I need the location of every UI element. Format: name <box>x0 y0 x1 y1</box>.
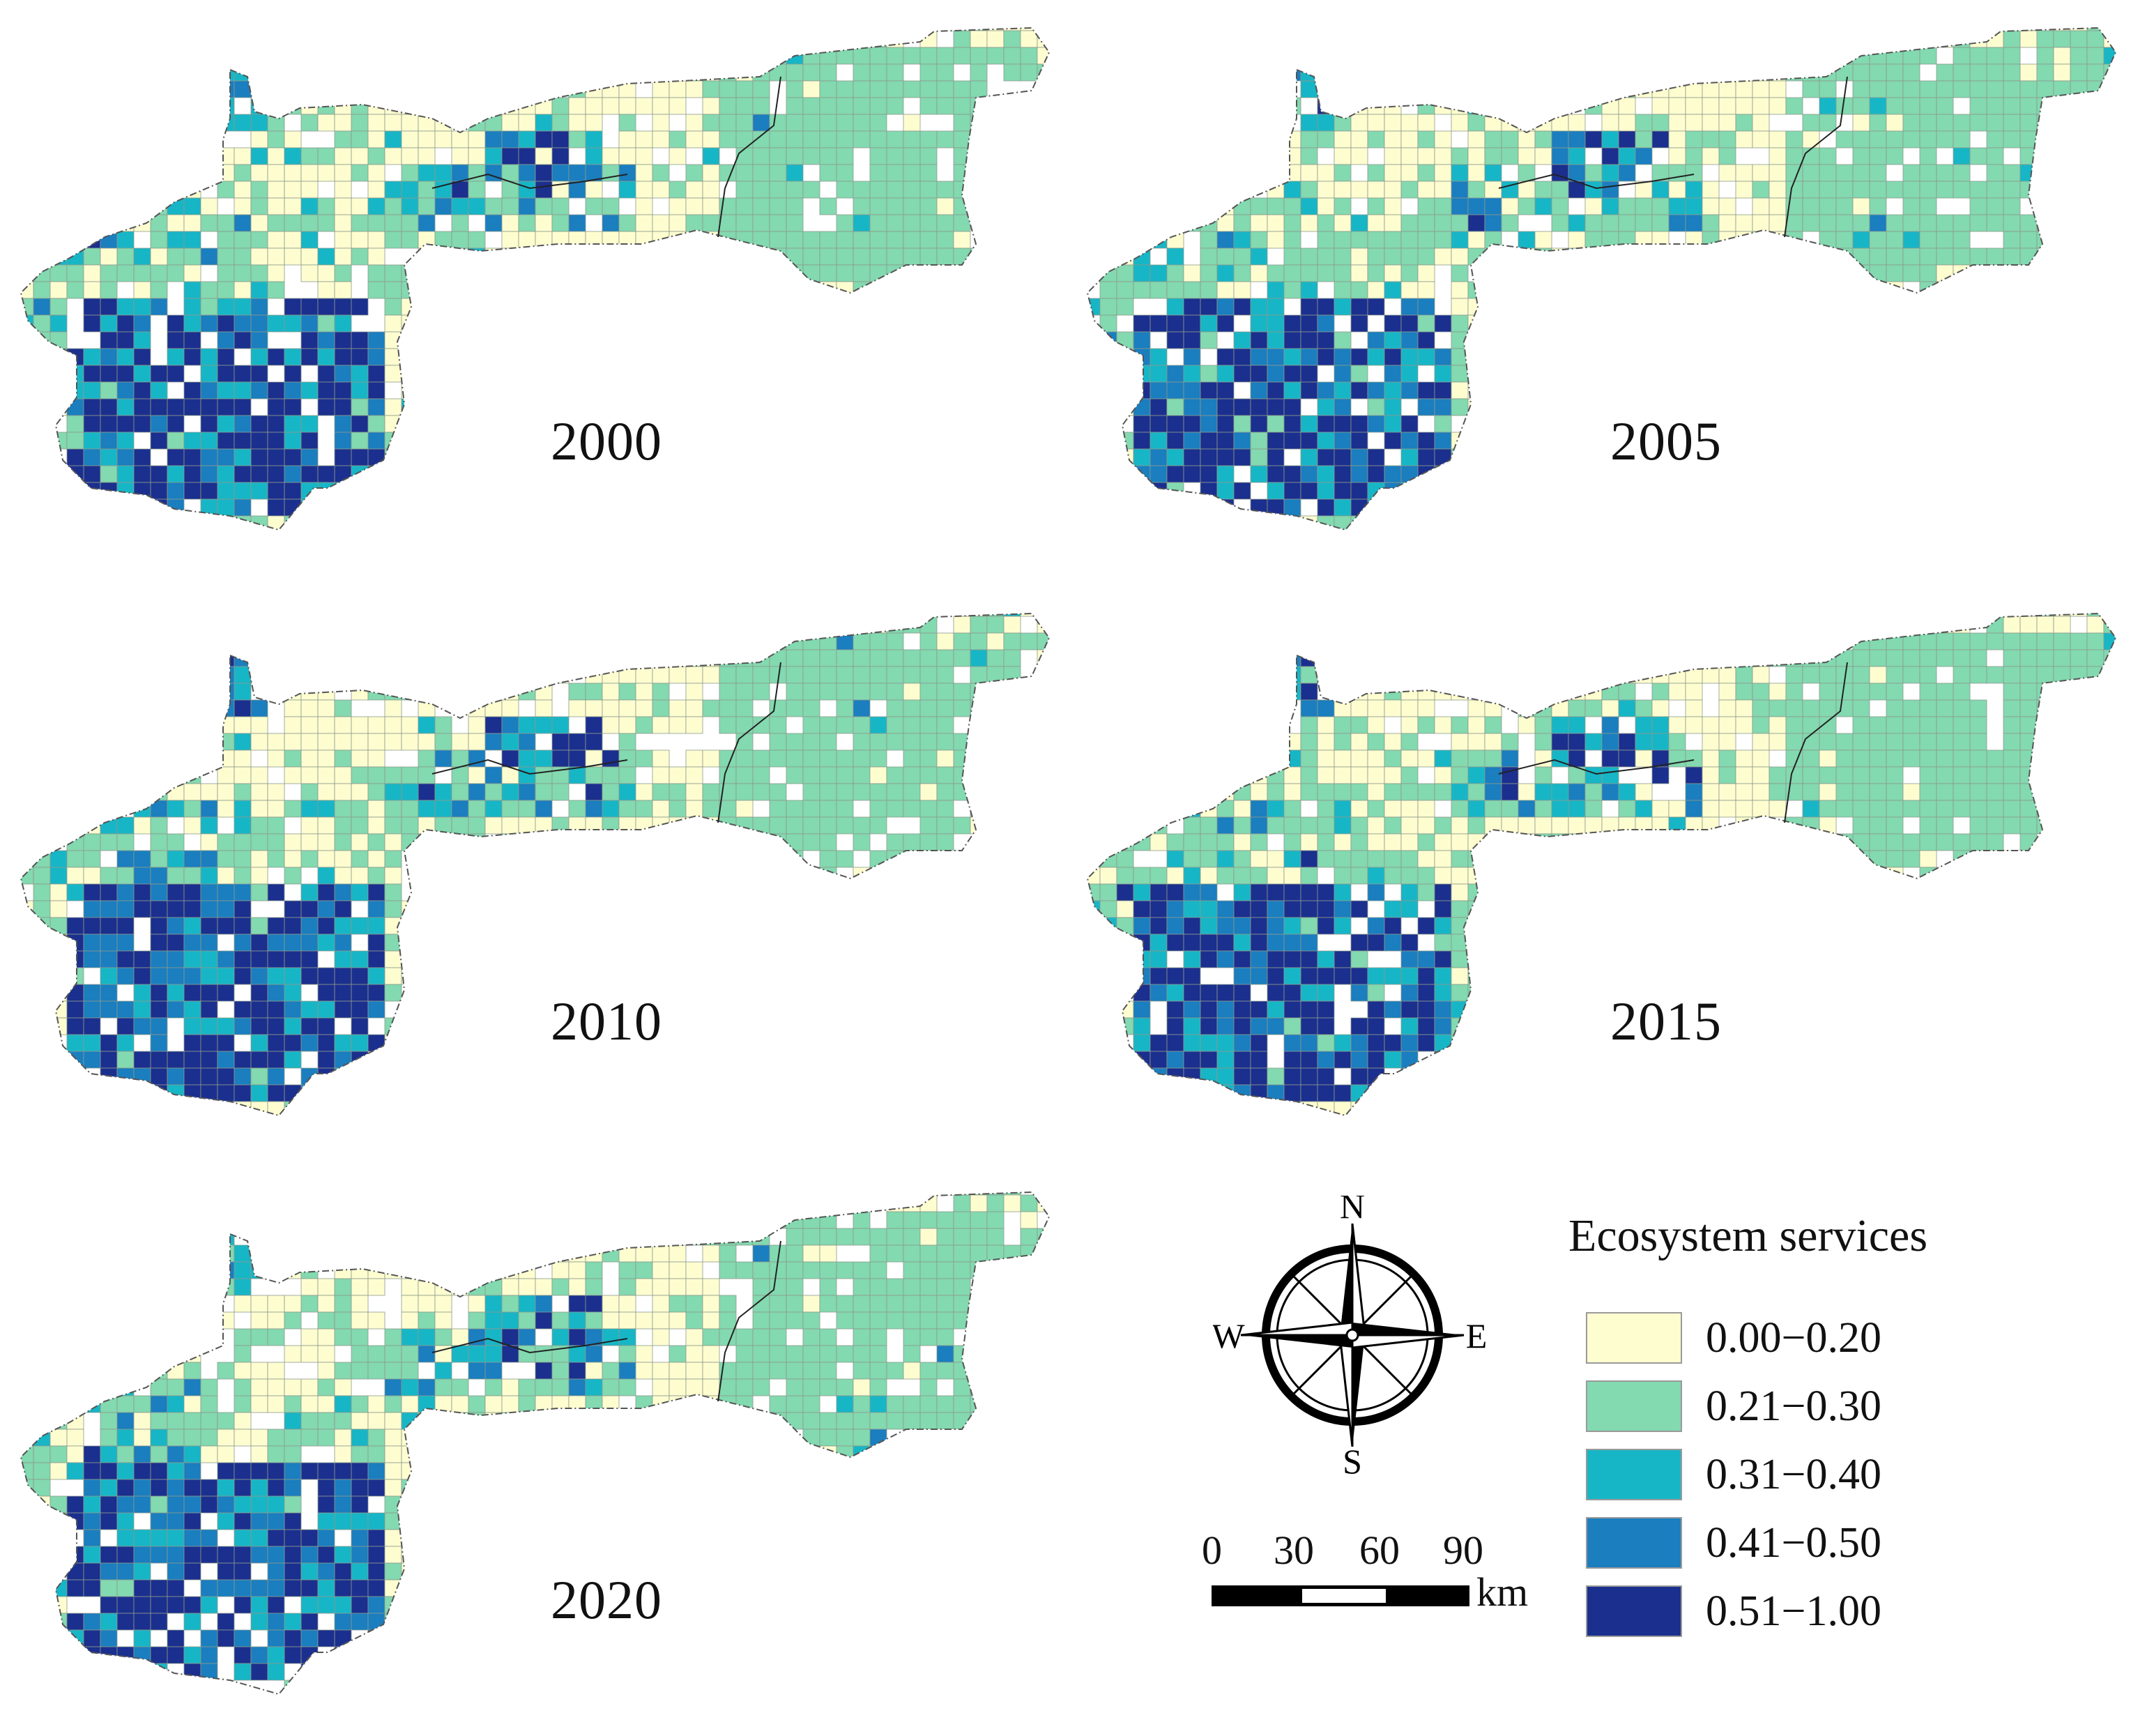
region-map <box>0 1178 1060 1736</box>
legend-swatch <box>1586 1517 1682 1569</box>
scale-tick: 60 <box>1359 1527 1400 1574</box>
region-map <box>0 14 1060 572</box>
scale-tick: 90 <box>1443 1527 1483 1574</box>
legend-title: Ecosystem services <box>1568 1210 1927 1263</box>
legend-label: 0.31−0.40 <box>1706 1449 1881 1500</box>
north-arrow: N S W E <box>1213 1196 1492 1475</box>
legend-swatch <box>1586 1585 1682 1637</box>
scale-tick: 0 <box>1202 1527 1222 1574</box>
scale-bar-graphic <box>1212 1585 1469 1606</box>
map-panel-2020: 2020 <box>0 1178 1060 1736</box>
legend-swatch <box>1586 1380 1682 1432</box>
map-panel-2005: 2005 <box>1067 14 2126 572</box>
legend-swatch <box>1586 1449 1682 1500</box>
region-map <box>0 600 1060 1157</box>
compass-s-label: S <box>1343 1442 1362 1475</box>
scale-unit: km <box>1476 1569 1528 1615</box>
region-map <box>1067 600 2126 1157</box>
map-panel-2015: 2015 <box>1067 600 2126 1157</box>
year-label: 2020 <box>551 1569 662 1631</box>
year-label: 2000 <box>551 410 662 473</box>
legend-label: 0.21−0.30 <box>1706 1380 1881 1432</box>
year-label: 2015 <box>1610 990 1722 1053</box>
compass-n-label: N <box>1340 1196 1365 1226</box>
map-panel-2010: 2010 <box>0 600 1060 1157</box>
compass-e-label: E <box>1466 1316 1488 1355</box>
map-panel-2000: 2000 <box>0 14 1060 572</box>
year-label: 2010 <box>551 990 662 1053</box>
scale-bar: 0 30 60 90 km <box>1199 1527 1548 1624</box>
region-map <box>1067 14 2126 572</box>
compass-rose-icon: N S W E <box>1213 1196 1492 1475</box>
legend-swatch <box>1586 1312 1682 1364</box>
scale-tick: 30 <box>1274 1527 1314 1574</box>
legend-label: 0.51−1.00 <box>1706 1585 1881 1637</box>
legend-label: 0.00−0.20 <box>1706 1312 1881 1364</box>
compass-w-label: W <box>1213 1316 1245 1355</box>
year-label: 2005 <box>1610 410 1722 473</box>
legend-label: 0.41−0.50 <box>1706 1517 1881 1569</box>
